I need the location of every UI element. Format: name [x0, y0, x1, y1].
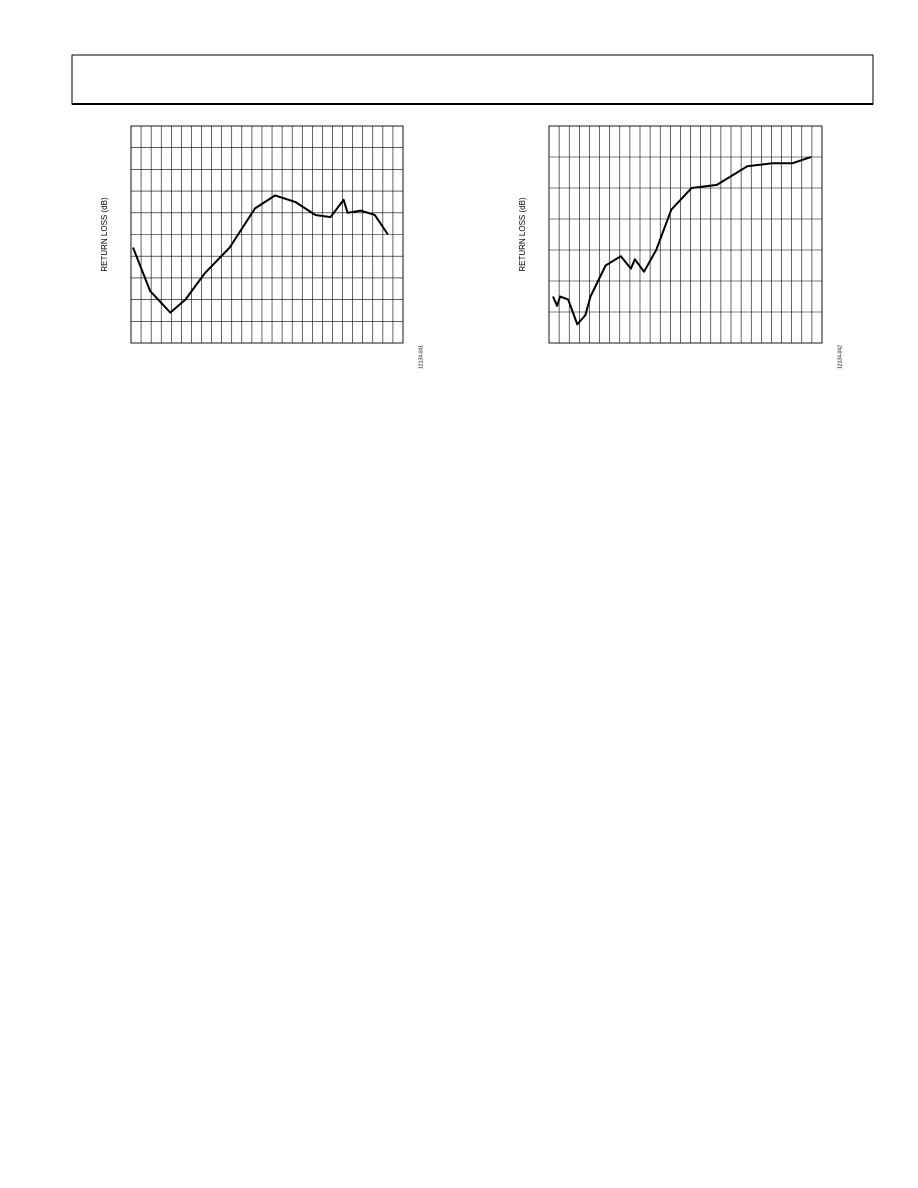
plot-frame	[548, 125, 823, 344]
y-axis-label: RETURN LOSS (dB)	[100, 197, 109, 272]
y-axis-label: RETURN LOSS (dB)	[518, 197, 527, 272]
data-line	[132, 194, 389, 314]
figure-id: 12134-041	[418, 345, 424, 369]
header-box	[71, 54, 874, 105]
data-line	[552, 156, 812, 326]
figure-id: 12134-042	[837, 345, 843, 369]
plot-frame	[130, 125, 404, 344]
